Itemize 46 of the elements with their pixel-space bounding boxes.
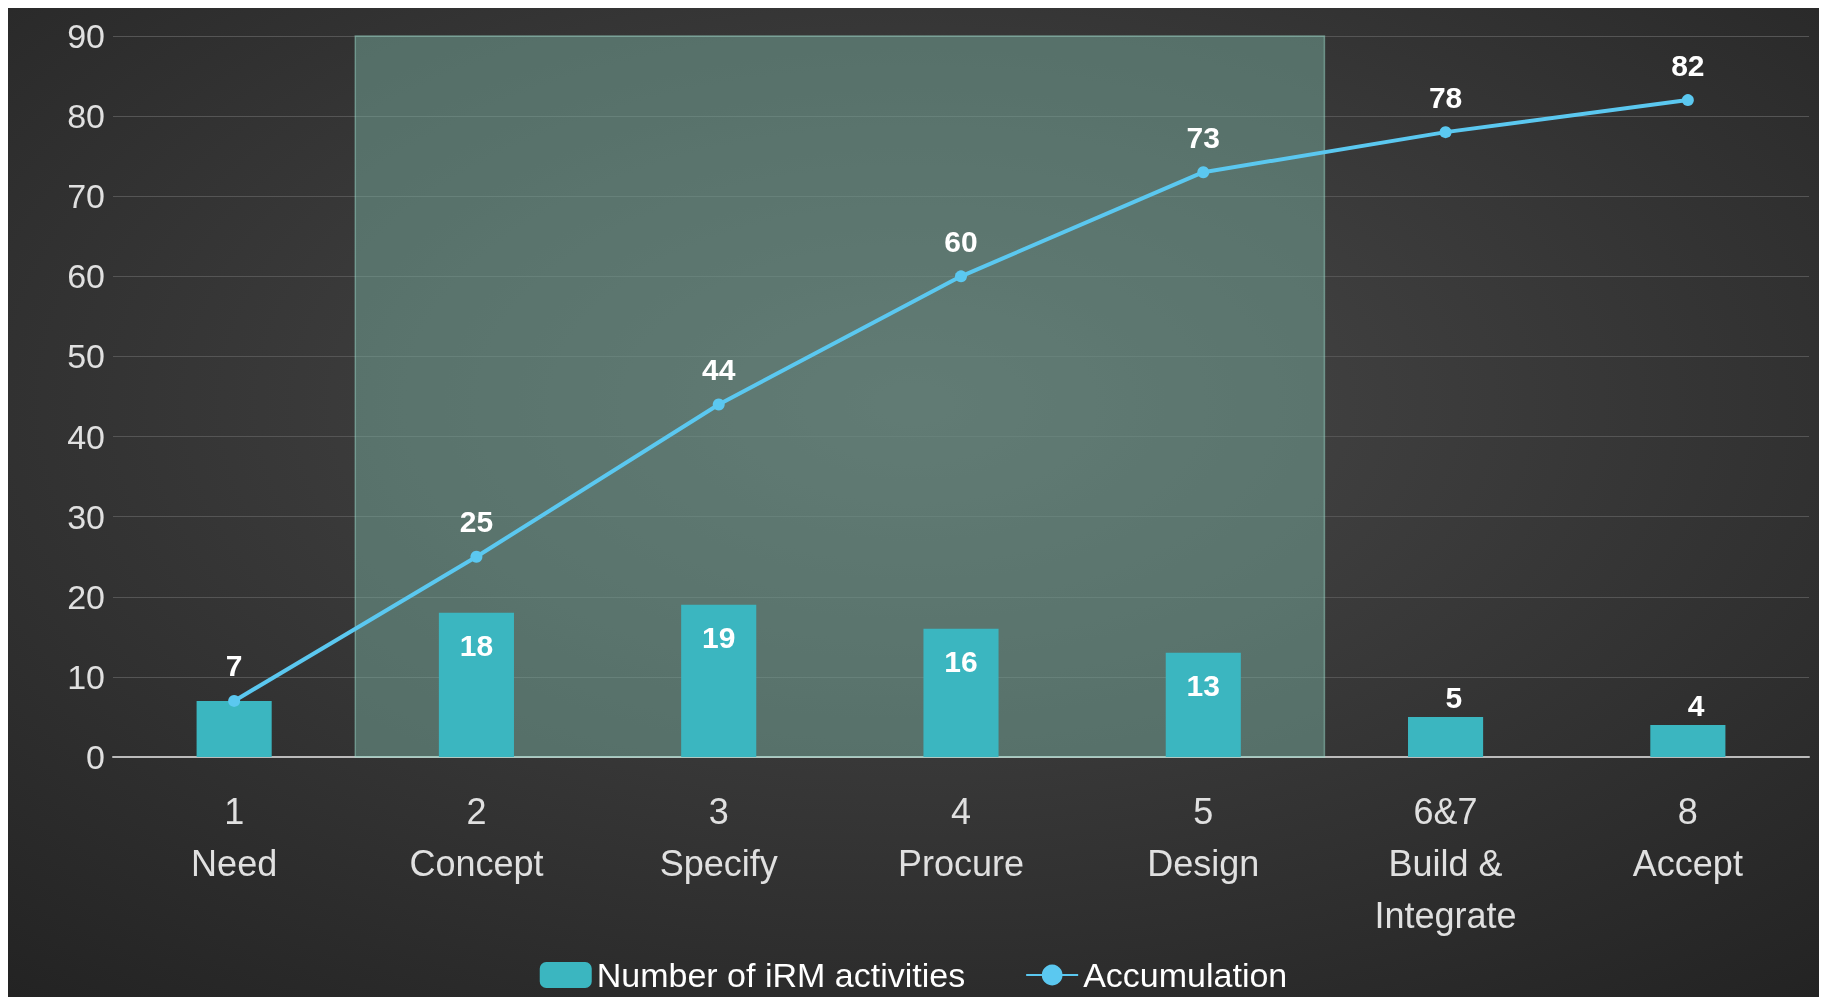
y-tick-label: 70 (67, 177, 105, 216)
data-label: 7 (225, 649, 243, 683)
bar (923, 628, 999, 757)
point (1197, 166, 1210, 179)
x-tick-label: 4 Procure (897, 790, 1025, 884)
point (1439, 126, 1452, 139)
point (1681, 94, 1694, 107)
bar (1650, 724, 1726, 757)
data-label: 16 (944, 645, 978, 679)
legend-label: Number of iRM activities (596, 956, 966, 994)
x-tick-label: 1 Need (191, 790, 278, 884)
data-label: 4 (1687, 689, 1705, 723)
legend-label: Accumulation (1083, 956, 1288, 994)
y-tick-label: 60 (67, 257, 105, 296)
data-label: 19 (702, 621, 736, 655)
x-tick-label: 8 Accept (1632, 790, 1743, 884)
bar (196, 700, 272, 757)
x-tick-label: 5 Design (1147, 790, 1260, 884)
data-label: 25 (459, 505, 494, 539)
data-label: 5 (1445, 681, 1463, 715)
bar (1408, 716, 1484, 757)
x-tick-label: 3 Specify (659, 790, 778, 884)
y-tick-label: 10 (67, 657, 105, 696)
y-tick-label: 50 (67, 337, 105, 376)
data-label: 18 (459, 629, 494, 663)
x-tick-label: 6&7 Build & Integrate (1374, 790, 1517, 936)
y-tick-label: 80 (67, 97, 105, 136)
bar (438, 612, 514, 757)
y-tick-label: 90 (67, 17, 105, 55)
bar (681, 604, 757, 757)
y-tick-label: 20 (67, 577, 105, 616)
point (955, 270, 967, 283)
y-tick-label: 30 (67, 497, 105, 536)
y-tick-label: 40 (67, 417, 105, 456)
point (228, 694, 241, 707)
y-tick-label: 0 (86, 738, 105, 776)
data-label: 44 (702, 353, 736, 387)
x-tick-label: 2 Concept (409, 790, 544, 884)
point (712, 398, 725, 411)
data-label: 13 (1186, 669, 1220, 703)
data-label: 60 (944, 224, 978, 258)
point (470, 550, 483, 563)
data-label: 73 (1186, 120, 1220, 154)
bar (1165, 652, 1241, 757)
data-label: 82 (1671, 48, 1705, 82)
data-label: 78 (1428, 80, 1463, 114)
